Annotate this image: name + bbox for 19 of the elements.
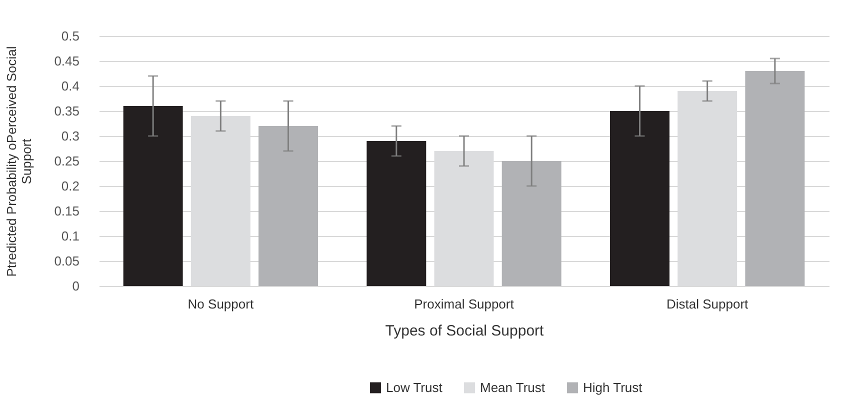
y-tick-label: 0	[72, 278, 80, 294]
y-axis-title: Ptredicted Probability oPerceived Social Support	[4, 46, 34, 277]
y-tick-label: 0.4	[61, 78, 80, 94]
legend-label: Low Trust	[386, 380, 443, 395]
y-tick-label: 0.45	[54, 54, 80, 68]
y-tick-label: 0.35	[54, 104, 80, 118]
legend-label: Mean Trust	[480, 380, 546, 395]
x-tick-label: No Support	[188, 296, 254, 312]
y-tick-label: 0.3	[61, 128, 80, 144]
y-tick-label: 0.15	[54, 204, 80, 218]
y-tick-label: 0.25	[54, 154, 80, 168]
x-tick-label: Distal Support	[666, 296, 749, 312]
y-tick-label: 0.5	[61, 28, 80, 44]
x-axis-title: Types of Social Support	[385, 322, 545, 340]
legend-label: High Trust	[583, 380, 643, 395]
y-tick-label: 0.2	[61, 178, 80, 194]
y-tick-label: 0.05	[54, 254, 80, 268]
x-tick-label: Proximal Support	[414, 296, 514, 312]
y-tick-label: 0.1	[61, 228, 80, 244]
